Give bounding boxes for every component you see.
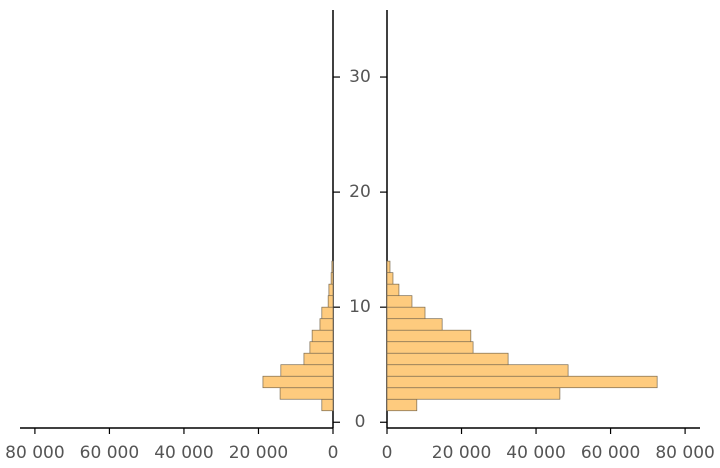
bar: [311, 329, 334, 343]
y-tick-label: 10: [349, 297, 371, 317]
bar: [386, 306, 426, 320]
x-tick-label: 60 000: [80, 443, 139, 463]
bar: [386, 329, 472, 343]
bar: [321, 398, 334, 412]
bar: [328, 283, 334, 297]
bar: [331, 260, 334, 274]
bar: [386, 260, 391, 274]
bar: [386, 387, 561, 400]
y-tick-label: 0: [355, 412, 366, 432]
bar: [330, 272, 334, 285]
x-tick-label: 20 000: [432, 443, 491, 463]
bar: [386, 283, 400, 297]
bar: [386, 272, 394, 285]
bar: [309, 341, 334, 354]
y-tick-label: 20: [349, 182, 371, 202]
x-tick-label: 40 000: [154, 443, 213, 463]
bar: [279, 387, 334, 400]
x-tick-label: 80 000: [655, 443, 714, 463]
bar: [386, 375, 658, 389]
x-tick-label: 60 000: [581, 443, 640, 463]
bar: [262, 375, 334, 389]
bar: [327, 295, 334, 308]
x-tick-label: 0: [382, 443, 393, 463]
bar: [321, 306, 334, 320]
x-tick-label: 80 000: [5, 443, 64, 463]
bar: [386, 295, 413, 308]
bar: [386, 352, 509, 366]
bar: [386, 318, 443, 331]
x-tick-label: 0: [328, 443, 339, 463]
y-tick-label: 30: [349, 67, 371, 87]
bar: [319, 318, 334, 331]
x-tick-label: 40 000: [506, 443, 565, 463]
bar: [303, 352, 334, 366]
x-tick-label: 20 000: [229, 443, 288, 463]
bar: [386, 341, 474, 354]
bar: [386, 398, 418, 412]
bar: [386, 364, 569, 377]
bar: [280, 364, 334, 377]
